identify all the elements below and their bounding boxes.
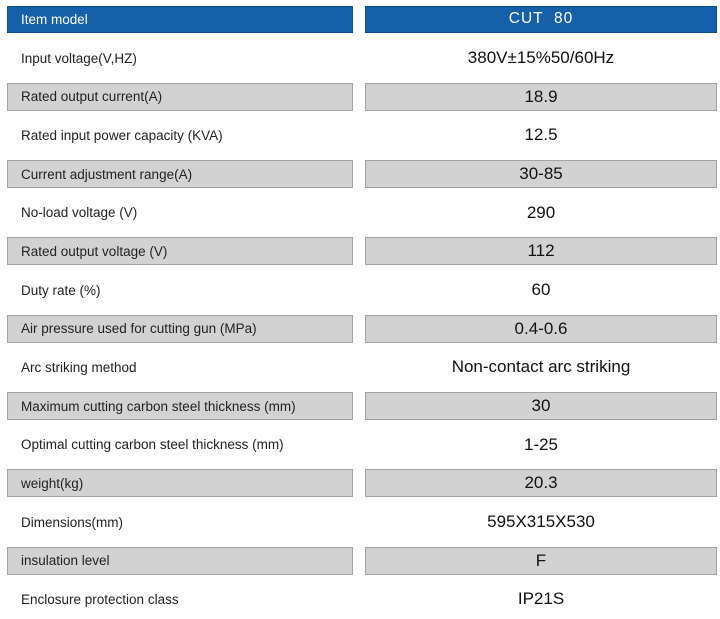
spec-value: 18.9	[365, 82, 717, 111]
spec-value: 30-85	[365, 160, 717, 189]
table-row: Rated input power capacity (KVA) 12.5	[7, 116, 717, 155]
column-gap	[353, 232, 365, 271]
column-gap	[353, 541, 365, 581]
table-row: Input voltage(V,HZ) 380V±15%50/60Hz	[7, 38, 717, 78]
column-gap	[353, 193, 365, 233]
table-row: Dimensions(mm) 595X315X530	[7, 502, 717, 542]
spec-value: 112	[365, 237, 717, 266]
table-row: weight(kg) 20.3	[7, 464, 717, 503]
header-item-model-label: Item model	[7, 5, 353, 33]
spec-label: Enclosure protection class	[21, 591, 179, 607]
table-row: Rated output voltage (V) 112	[7, 232, 717, 271]
spec-value: 380V±15%50/60Hz	[467, 48, 615, 67]
spec-rows-container: Input voltage(V,HZ) 380V±15%50/60Hz Rated …	[7, 38, 717, 619]
column-gap	[353, 580, 365, 619]
spec-value: 20.3	[365, 469, 717, 498]
spec-value: 290	[526, 202, 556, 222]
spec-label: Air pressure used for cutting gun (MPa)	[7, 314, 353, 343]
header-model-value: CUT 80	[365, 5, 717, 33]
table-row: Duty rate (%) 60	[7, 270, 717, 310]
spec-label: Rated input power capacity (KVA)	[21, 127, 223, 143]
table-row: Maximum cutting carbon steel thickness (…	[7, 386, 717, 426]
column-gap	[353, 38, 365, 78]
column-gap	[353, 425, 365, 465]
column-gap	[353, 348, 365, 387]
table-row: Arc striking method Non-contact arc strik…	[7, 348, 717, 387]
spec-value: Non-contact arc striking	[451, 357, 631, 377]
column-gap	[353, 0, 365, 39]
table-row: insulation level F	[7, 541, 717, 581]
column-gap	[353, 309, 365, 349]
spec-label: Arc striking method	[21, 359, 137, 375]
table-row: Optimal cutting carbon steel thickness (…	[7, 425, 717, 465]
spec-value: 0.4-0.6	[365, 314, 717, 343]
table-header-row: Item model CUT 80	[7, 0, 717, 39]
spec-value: F	[365, 546, 717, 575]
spec-label: Rated output current(A)	[7, 82, 353, 111]
spec-label: Input voltage(V,HZ)	[21, 50, 137, 66]
column-gap	[353, 464, 365, 503]
spec-value: 595X315X530	[487, 512, 595, 532]
spec-label: insulation level	[7, 546, 353, 575]
spec-value: IP21S	[517, 589, 565, 609]
table-row: Current adjustment range(A) 30-85	[7, 154, 717, 194]
column-gap	[353, 270, 365, 310]
column-gap	[353, 154, 365, 194]
table-row: Air pressure used for cutting gun (MPa) 0…	[7, 309, 717, 349]
spec-value: 1-25	[523, 434, 559, 454]
spec-value: 12.5	[524, 125, 558, 145]
spec-value: 30	[365, 392, 717, 421]
spec-label: Current adjustment range(A)	[7, 160, 353, 189]
spec-label: Maximum cutting carbon steel thickness (…	[7, 392, 353, 421]
table-row: Rated output current(A) 18.9	[7, 77, 717, 117]
column-gap	[353, 386, 365, 426]
table-row: No-load voltage (V) 290	[7, 193, 717, 233]
spec-label: Optimal cutting carbon steel thickness (…	[21, 437, 284, 453]
spec-value: 60	[531, 280, 551, 300]
column-gap	[353, 502, 365, 542]
spec-label: No-load voltage (V)	[21, 205, 138, 221]
table-row: Enclosure protection class IP21S	[7, 580, 717, 619]
column-gap	[353, 77, 365, 117]
spec-label: Dimensions(mm)	[21, 514, 124, 530]
column-gap	[353, 116, 365, 155]
spec-label: weight(kg)	[7, 469, 353, 498]
spec-label: Duty rate (%)	[21, 282, 101, 298]
spec-label: Rated output voltage (V)	[7, 237, 353, 266]
